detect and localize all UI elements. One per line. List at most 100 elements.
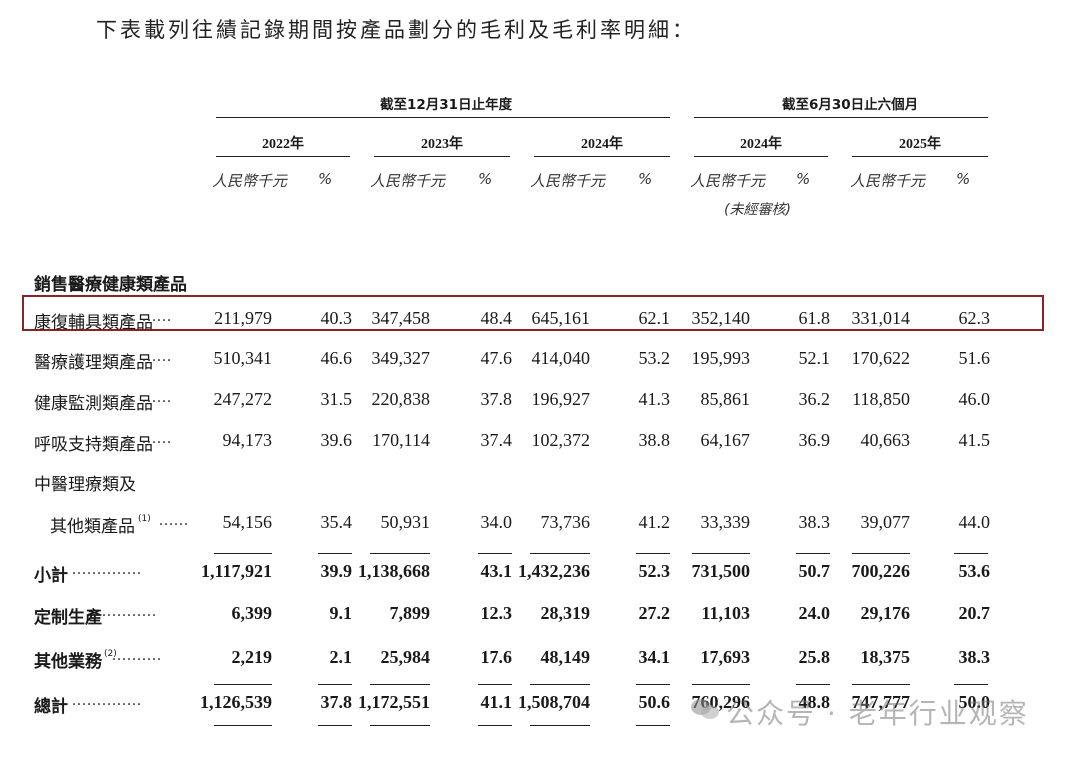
- margin-cell: 35.4: [320, 512, 353, 532]
- margin-cell: 20.7: [958, 603, 991, 623]
- margin-cell: 34.0: [480, 512, 513, 532]
- leader-dots: ..............: [72, 561, 142, 578]
- subtotal-rule: [318, 553, 352, 554]
- unit-pct: %: [956, 170, 971, 188]
- unit-pct: %: [796, 170, 811, 188]
- gross-profit-cell: 211,979: [214, 308, 272, 328]
- gross-profit-cell: 33,339: [700, 512, 751, 532]
- year-header: 2024年: [581, 137, 623, 152]
- margin-cell: 48.4: [480, 308, 513, 328]
- subtotal-rule: [954, 553, 988, 554]
- year-rule: [694, 156, 828, 157]
- gross-profit-cell: 29,176: [860, 603, 911, 623]
- total-rule: [852, 684, 910, 685]
- year-rule: [534, 156, 670, 157]
- total-bottom-rule: [318, 725, 352, 726]
- row-label: 康復輔具類產品: [34, 313, 153, 333]
- gross-profit-cell: 170,114: [372, 430, 430, 450]
- gross-profit-cell: 17,693: [700, 647, 751, 667]
- gross-profit-cell: 118,850: [852, 389, 910, 409]
- margin-cell: 39.9: [320, 561, 353, 581]
- gross-profit-cell: 48,149: [540, 647, 591, 667]
- subtotal-rule: [636, 553, 670, 554]
- gross-profit-cell: 102,372: [531, 430, 591, 450]
- subtotal-rule: [478, 553, 512, 554]
- gross-profit-cell: 64,167: [700, 430, 751, 450]
- margin-cell: 24.0: [798, 603, 831, 623]
- gross-profit-cell: 1,172,551: [358, 692, 430, 712]
- table-row: 中醫理療類及: [0, 468, 1080, 498]
- margin-cell: 52.1: [798, 348, 831, 368]
- gross-profit-cell: 18,375: [860, 647, 911, 667]
- year-header: 2025年: [899, 137, 941, 152]
- section-heading: 銷售醫療健康類產品: [34, 275, 187, 295]
- row-label: 定制生產: [34, 608, 102, 628]
- margin-cell: 40.3: [320, 308, 353, 328]
- margin-cell: 38.8: [638, 430, 671, 450]
- group-rule-half: [694, 117, 988, 118]
- margin-cell: 12.3: [480, 603, 513, 623]
- subtotal-rule: [692, 553, 750, 554]
- margin-cell: 38.3: [798, 512, 831, 532]
- year-rule: [852, 156, 988, 157]
- table-row: 康復輔具類產品...... 211,979 40.3 347,458 48.4 645,1…: [0, 306, 1080, 336]
- table-row: 其他業務 (2).......... 2,219 2.1 25,984 17.6 48,14…: [0, 645, 1080, 675]
- table-row: 其他類產品 (1)...... 54,156 35.4 50,931 34.0 73,736…: [0, 510, 1080, 540]
- year-header: 2022年: [262, 137, 304, 152]
- subtotal-rule: [852, 553, 910, 554]
- margin-cell: 46.0: [958, 389, 991, 409]
- gross-profit-cell: 94,173: [222, 430, 273, 450]
- gross-profit-cell: 2,219: [231, 647, 273, 667]
- total-rule: [796, 684, 830, 685]
- margin-cell: 41.2: [638, 512, 671, 532]
- gross-profit-cell: 731,500: [691, 561, 751, 581]
- margin-cell: 9.1: [329, 603, 353, 623]
- gross-profit-cell: 645,161: [531, 308, 591, 328]
- gross-profit-cell: 352,140: [691, 308, 751, 328]
- margin-cell: 48.8: [798, 692, 831, 712]
- group-title-half: 截至6月30日止六個月: [782, 97, 919, 113]
- total-rule: [478, 684, 512, 685]
- margin-cell: 37.8: [320, 692, 353, 712]
- leader-dots: ......: [142, 348, 172, 365]
- unit-rmb: 人民幣千元: [690, 172, 766, 190]
- unit-rmb: 人民幣千元: [850, 172, 926, 190]
- unit-pct: %: [318, 170, 333, 188]
- table-row: 醫療護理類產品...... 510,341 46.6 349,327 47.6 414,0…: [0, 346, 1080, 376]
- gross-profit-cell: 73,736: [540, 512, 591, 532]
- total-rule: [954, 684, 988, 685]
- row-label: 中醫理療類及: [34, 475, 136, 495]
- leader-dots: ......: [142, 430, 172, 447]
- margin-cell: 62.1: [638, 308, 671, 328]
- highlight-box: [22, 295, 1044, 331]
- row-label: 呼吸支持類產品: [34, 435, 153, 455]
- total-bottom-rule: [530, 725, 590, 726]
- row-label: 總計: [34, 697, 68, 717]
- gross-profit-cell: 6,399: [231, 603, 273, 623]
- group-rule-annual: [216, 117, 670, 118]
- margin-cell: 44.0: [958, 512, 991, 532]
- margin-cell: 41.3: [638, 389, 671, 409]
- year-header: 2023年: [421, 137, 463, 152]
- total-bottom-rule: [214, 725, 272, 726]
- gross-profit-cell: 1,126,539: [200, 692, 272, 712]
- gross-profit-cell: 331,014: [851, 308, 911, 328]
- margin-cell: 52.3: [638, 561, 671, 581]
- subtotal-rule: [530, 553, 590, 554]
- subtotal-rule: [796, 553, 830, 554]
- intro-text: 下表載列往績記錄期間按產品劃分的毛利及毛利率明細：: [96, 18, 696, 42]
- margin-cell: 31.5: [320, 389, 353, 409]
- margin-cell: 50.7: [798, 561, 831, 581]
- unit-pct: %: [638, 170, 653, 188]
- table-row: 呼吸支持類產品...... 94,173 39.6 170,114 37.4 102,37…: [0, 428, 1080, 458]
- margin-cell: 43.1: [480, 561, 513, 581]
- row-label: 其他業務: [34, 652, 102, 672]
- unit-pct: %: [478, 170, 493, 188]
- total-bottom-rule: [636, 725, 670, 726]
- margin-cell: 37.4: [480, 430, 513, 450]
- table-row: 健康監測類產品...... 247,272 31.5 220,838 37.8 196,9…: [0, 387, 1080, 417]
- total-rule: [318, 684, 352, 685]
- margin-cell: 46.6: [320, 348, 353, 368]
- watermark-text: 公众号 · 老年行业观察: [726, 697, 1029, 730]
- leader-dots: ......: [159, 512, 189, 529]
